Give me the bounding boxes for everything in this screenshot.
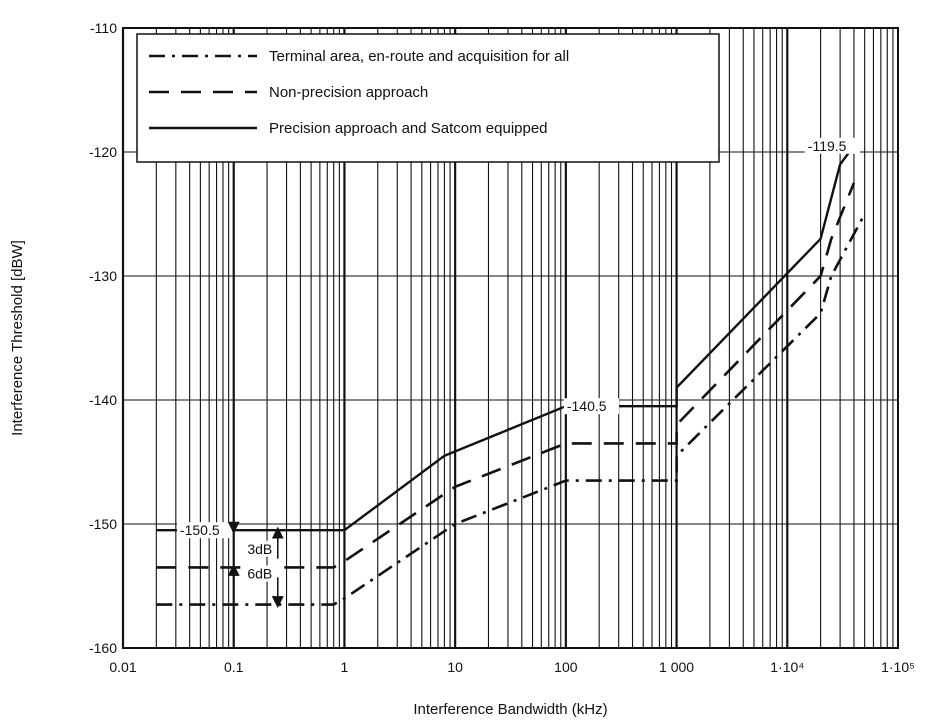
x-tick-label-3: 1 bbox=[341, 659, 349, 675]
y-axis-label: Interference Threshold [dBW] bbox=[9, 240, 26, 436]
plot-frame bbox=[122, 27, 899, 649]
annotation-label-5: -119.5 bbox=[808, 138, 847, 154]
y-tick-label-1: -110 bbox=[90, 20, 117, 36]
x-tick-label-6: 1 000 bbox=[659, 659, 694, 675]
y-tick-label-6: -160 bbox=[89, 640, 117, 656]
annotations: -150.5 3dB 6dB -140.5 -119.5 bbox=[176, 137, 860, 609]
series-line-1 bbox=[156, 213, 866, 606]
legend-entry-2: Non-precision approach bbox=[269, 84, 428, 101]
annotation-background bbox=[244, 565, 275, 582]
x-tick-label-7: 1·10⁴ bbox=[770, 659, 804, 675]
x-tick-label-2: 0.1 bbox=[224, 659, 244, 675]
legend: Terminal area, en-route and acquisition … bbox=[136, 33, 720, 163]
x-axis-label: Interference Bandwidth (kHz) bbox=[413, 701, 607, 718]
axes: 0.01 0.1 1 10 100 1 000 1·10⁴ 1·10⁵ -110 -120 -130… bbox=[9, 20, 915, 718]
series-line-2 bbox=[156, 182, 856, 569]
annotation-label-2: 3dB bbox=[247, 541, 272, 557]
legend-entry-1: Terminal area, en-route and acquisition … bbox=[269, 48, 569, 65]
annotation-label-4: -140.5 bbox=[567, 398, 607, 414]
annotation-background bbox=[804, 137, 860, 154]
x-tick-label-8: 1·10⁵ bbox=[881, 659, 915, 675]
x-tick-label-4: 10 bbox=[447, 659, 463, 675]
y-tick-label-5: -150 bbox=[89, 516, 117, 532]
y-tick-label-4: -140 bbox=[89, 392, 117, 408]
series-line-3 bbox=[156, 145, 855, 532]
legend-box bbox=[136, 33, 720, 163]
annotation-background bbox=[563, 398, 620, 415]
y-tick-label-3: -130 bbox=[89, 268, 117, 284]
series-lines bbox=[156, 145, 866, 606]
annotation-label-1: -150.5 bbox=[180, 522, 220, 538]
x-tick-label-1: 0.01 bbox=[109, 659, 136, 675]
x-tick-label-5: 100 bbox=[554, 659, 578, 675]
annotation-background bbox=[176, 522, 233, 539]
annotation-label-3: 6dB bbox=[247, 566, 272, 582]
legend-entry-3: Precision approach and Satcom equipped bbox=[269, 120, 548, 137]
annotation-background bbox=[244, 540, 275, 557]
y-tick-label-2: -120 bbox=[89, 144, 117, 160]
